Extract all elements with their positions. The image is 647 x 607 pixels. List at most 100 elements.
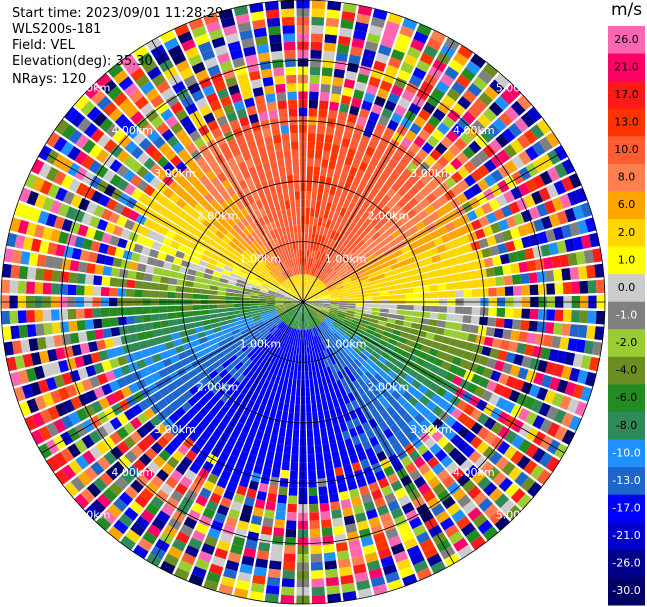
velocity-gate xyxy=(285,428,293,438)
velocity-gate xyxy=(391,365,401,375)
velocity-gate xyxy=(138,453,152,467)
velocity-gate xyxy=(244,97,255,108)
velocity-gate xyxy=(540,244,551,257)
velocity-gate xyxy=(43,269,53,282)
velocity-gate xyxy=(423,44,439,58)
velocity-gate xyxy=(393,273,403,280)
velocity-gate xyxy=(448,143,462,157)
velocity-gate xyxy=(305,387,310,397)
velocity-gate xyxy=(368,111,380,123)
velocity-gate xyxy=(397,224,408,234)
velocity-gate xyxy=(192,305,201,311)
velocity-gate xyxy=(136,359,147,370)
velocity-gate xyxy=(266,222,273,232)
velocity-gate xyxy=(523,396,536,410)
velocity-gate xyxy=(304,304,310,312)
velocity-gate xyxy=(180,220,191,231)
velocity-gate xyxy=(427,325,437,334)
velocity-gate xyxy=(315,335,320,344)
velocity-gate xyxy=(212,165,223,176)
velocity-gate xyxy=(431,341,442,350)
velocity-gate xyxy=(415,220,426,231)
velocity-gate xyxy=(491,255,502,266)
velocity-gate xyxy=(328,258,335,267)
velocity-gate xyxy=(292,437,299,447)
velocity-gate xyxy=(263,242,271,252)
velocity-gate xyxy=(266,344,273,353)
velocity-gate xyxy=(191,61,206,74)
velocity-gate xyxy=(358,485,370,496)
velocity-gate xyxy=(116,412,129,426)
velocity-gate xyxy=(150,371,162,383)
velocity-gate xyxy=(279,350,286,360)
velocity-gate xyxy=(412,316,422,324)
velocity-gate xyxy=(160,320,170,328)
velocity-gate xyxy=(47,183,60,199)
velocity-gate xyxy=(215,230,225,240)
velocity-gate xyxy=(546,283,556,295)
velocity-gate xyxy=(186,407,198,419)
velocity-gate xyxy=(330,304,340,307)
velocity-gate xyxy=(304,291,308,300)
velocity-gate xyxy=(380,36,395,49)
velocity-gate xyxy=(53,418,67,434)
velocity-gate xyxy=(350,275,360,282)
velocity-gate xyxy=(368,454,379,466)
velocity-gate xyxy=(546,405,559,421)
velocity-gate xyxy=(334,205,342,215)
velocity-gate xyxy=(594,326,604,341)
velocity-gate xyxy=(532,415,546,430)
velocity-gate xyxy=(109,431,123,445)
velocity-gate xyxy=(253,566,267,577)
velocity-gate xyxy=(156,80,171,94)
velocity-gate xyxy=(90,240,101,252)
velocity-gate xyxy=(310,387,315,397)
velocity-gate xyxy=(273,357,280,367)
velocity-gate xyxy=(252,344,261,353)
velocity-gate xyxy=(217,308,226,313)
velocity-gate xyxy=(291,311,297,319)
velocity-gate xyxy=(311,309,318,316)
velocity-gate xyxy=(271,426,280,436)
velocity-gate xyxy=(311,570,324,579)
velocity-gate xyxy=(345,240,354,249)
velocity-gate xyxy=(575,251,586,265)
velocity-gate xyxy=(444,371,456,383)
velocity-gate xyxy=(329,374,336,383)
velocity-gate xyxy=(194,230,205,240)
velocity-gate xyxy=(523,459,538,475)
velocity-gate xyxy=(231,400,241,411)
velocity-gate xyxy=(266,297,276,300)
velocity-gate xyxy=(281,461,290,471)
velocity-gate xyxy=(413,305,423,311)
velocity-gate xyxy=(465,60,481,75)
velocity-gate xyxy=(395,314,405,321)
velocity-gate xyxy=(483,159,497,173)
velocity-gate xyxy=(329,221,336,230)
velocity-gate xyxy=(83,404,96,418)
velocity-gate xyxy=(254,334,263,342)
velocity-gate xyxy=(261,283,271,288)
velocity-gate xyxy=(366,390,376,400)
velocity-gate xyxy=(349,324,359,331)
velocity-gate xyxy=(185,274,195,282)
velocity-gate xyxy=(209,313,219,319)
velocity-gate xyxy=(217,304,226,309)
velocity-gate xyxy=(287,99,298,109)
velocity-gate xyxy=(279,273,286,281)
velocity-gate xyxy=(488,198,501,211)
velocity-gate xyxy=(408,185,420,197)
velocity-gate xyxy=(84,505,100,521)
velocity-gate xyxy=(348,54,361,65)
velocity-gate xyxy=(167,44,183,58)
velocity-gate xyxy=(501,386,513,399)
velocity-gate xyxy=(351,97,362,108)
velocity-gate xyxy=(321,218,328,228)
velocity-gate xyxy=(234,313,244,318)
velocity-gate xyxy=(513,285,522,296)
velocity-gate xyxy=(272,535,284,545)
velocity-gate xyxy=(114,247,125,258)
velocity-gate xyxy=(326,268,334,276)
velocity-gate xyxy=(470,353,481,364)
velocity-gate xyxy=(366,508,378,520)
